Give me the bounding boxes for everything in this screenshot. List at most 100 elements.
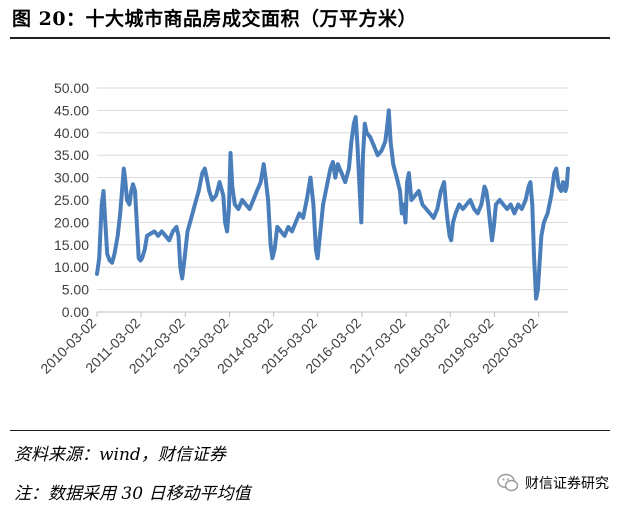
method-note: 注：数据采用 30 日移动平均值 [14,484,251,504]
data-point [352,122,356,126]
data-point [248,207,252,211]
data-point [372,144,376,148]
data-point [225,229,229,233]
y-tick-label: 50.00 [54,80,89,96]
data-point [331,160,335,164]
data-point [123,176,127,180]
data-point [228,151,233,155]
data-point [283,234,287,238]
data-point [428,211,432,215]
data-point [527,185,531,189]
data-point [189,216,193,220]
data-point [501,202,505,207]
data-point [409,198,413,202]
series-layer [95,108,570,301]
data-point [379,149,384,153]
data-point [183,256,187,260]
wechat-icon [497,473,519,492]
data-point [305,198,309,202]
data-point [297,211,301,215]
data-point [451,220,455,224]
data-point [407,171,411,175]
data-point [255,189,259,193]
data-point [266,198,270,202]
data-point [557,185,561,189]
data-point [446,220,450,224]
y-tick-label: 30.00 [54,170,89,186]
data-point [354,115,358,119]
data-point [230,185,234,189]
data-point [461,207,465,211]
data-point [359,220,363,224]
data-point [311,202,315,207]
data-point [424,207,428,211]
data-point [263,176,268,180]
data-point [156,234,160,238]
watermark: 财信证券研究 [497,473,609,493]
data-point [290,229,294,233]
data-point [251,198,255,202]
data-point [308,176,313,180]
data-point [112,252,117,256]
data-point [240,198,244,202]
data-point [465,202,469,207]
y-tick-label: 15.00 [54,237,89,253]
data-point [133,189,137,193]
data-point [395,176,399,180]
data-point [563,189,568,193]
data-point [363,122,367,126]
data-point [125,198,129,202]
data-point [122,167,126,171]
data-point [97,256,101,260]
data-point [413,193,417,198]
data-point [536,288,540,292]
data-point [361,153,365,157]
data-point [321,202,325,207]
data-point [432,216,436,220]
data-point [566,167,570,171]
y-tick-label: 45.00 [54,102,89,118]
data-point [118,211,122,215]
data-point [383,140,387,144]
footer-divider [10,430,610,431]
data-point [131,182,135,186]
data-point [449,238,453,242]
data-point [180,276,184,280]
data-point [389,140,393,144]
data-point [376,153,380,157]
data-point [538,261,542,265]
data-point [347,167,351,171]
data-point [100,202,104,207]
data-point [484,189,488,193]
data-point [488,220,492,224]
data-point [325,185,329,189]
y-tick-label: 10.00 [54,259,89,275]
data-point [552,171,556,175]
data-point [528,180,533,184]
data-point [387,108,391,112]
y-tick-label: 35.00 [54,147,89,163]
data-point [176,234,181,238]
data-point [417,189,421,193]
data-point [534,297,538,301]
data-point [275,225,279,229]
data-point [129,189,133,193]
data-point [492,225,496,229]
data-point [509,202,513,207]
data-point [479,202,483,207]
data-point [554,167,558,171]
data-point [398,189,402,193]
data-point [218,180,222,184]
data-point [542,220,546,224]
title-divider [10,37,610,39]
y-tick-label: 0.00 [62,304,89,320]
data-point [476,211,480,215]
data-point [442,180,446,184]
data-point [340,171,344,175]
source-note: 资料来源：wind，财信证券 [14,445,226,465]
data-point [486,202,490,207]
data-point [221,193,225,198]
data-point [368,135,372,139]
data-point [530,202,534,207]
data-point [137,256,141,260]
